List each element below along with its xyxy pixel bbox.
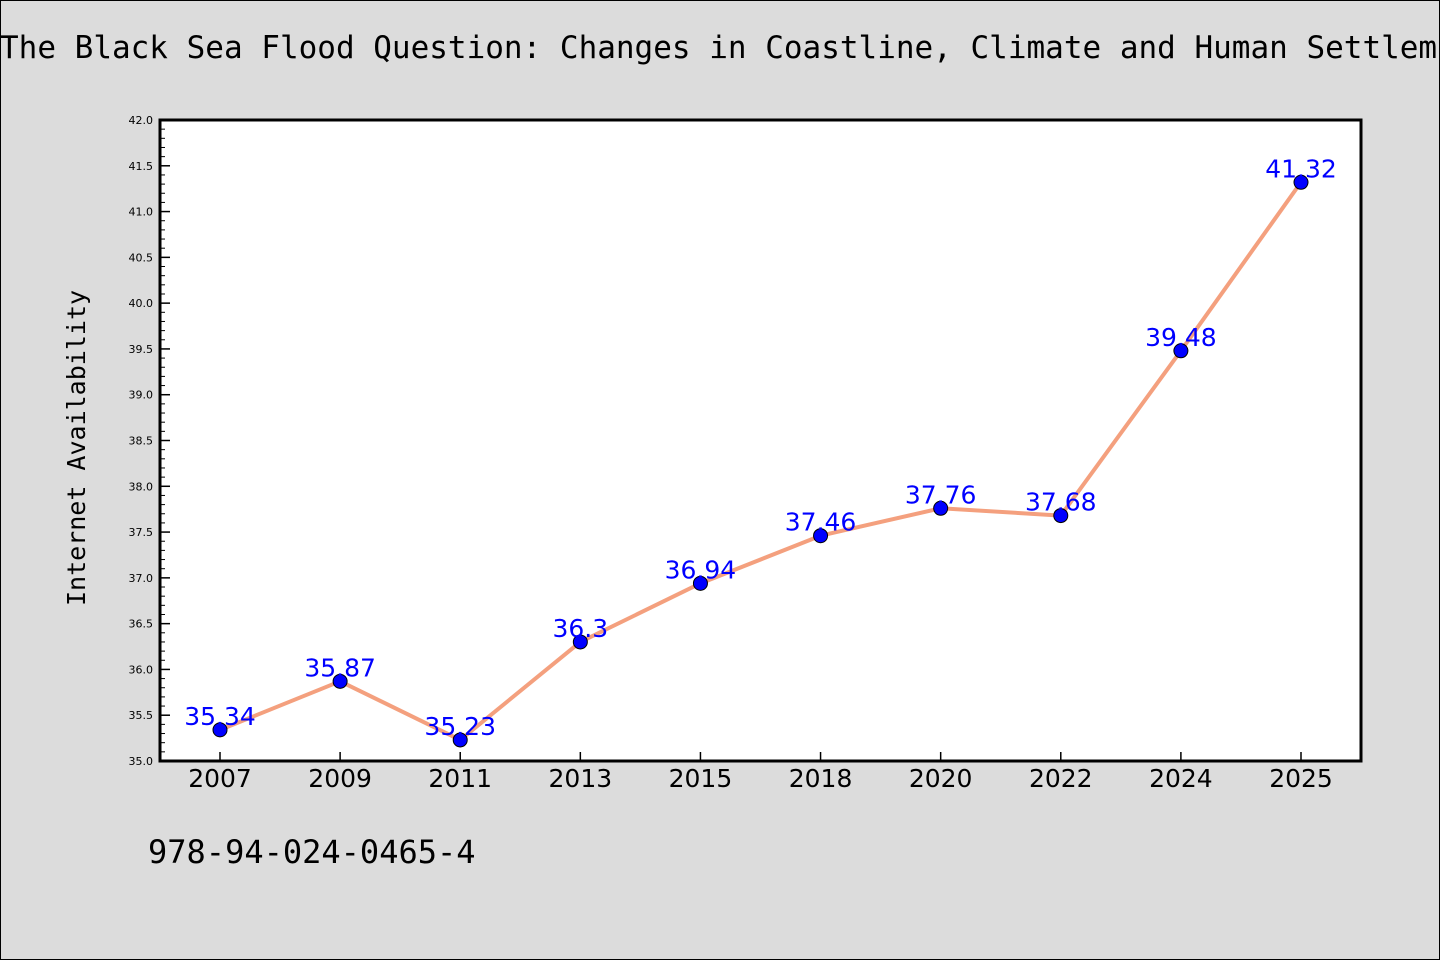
data-point [1173, 343, 1189, 359]
y-tick-label: 42.0 [129, 114, 154, 127]
data-label: 37.76 [905, 480, 977, 509]
y-tick-label: 35.5 [129, 709, 154, 722]
data-point [1293, 174, 1309, 190]
series-line [218, 180, 1303, 742]
data-label: 36.94 [665, 555, 737, 584]
data-label: 35.34 [184, 702, 256, 731]
y-tick-label: 39.5 [129, 343, 154, 356]
series-markers [212, 174, 1309, 748]
x-tick-label: 2011 [428, 764, 492, 793]
data-point [813, 528, 829, 544]
x-tick-label: 2020 [909, 764, 973, 793]
footer-code: 978-94-024-0465-4 [148, 833, 476, 871]
x-tick-label: 2018 [789, 764, 853, 793]
data-label: 35.87 [304, 653, 376, 682]
y-tick-label: 35.0 [129, 755, 154, 768]
y-tick-label: 36.5 [129, 618, 154, 631]
x-axis-ticks: 2007 2009 2011 2013 2015 2018 2020 2022 2024 2025 [188, 752, 1333, 793]
x-tick-label: 2009 [308, 764, 372, 793]
data-point [692, 575, 708, 591]
data-label: 36.3 [552, 614, 608, 643]
x-tick-label: 2007 [188, 764, 252, 793]
y-tick-label: 40.5 [129, 251, 154, 264]
x-tick-label: 2015 [669, 764, 733, 793]
plot-area [160, 120, 1361, 761]
y-axis-ticks: 35.0 35.5 36.0 36.5 37.0 37.5 38.0 38.5 39.0 39.5… [129, 114, 170, 768]
x-tick-label: 2013 [549, 764, 613, 793]
x-tick-label: 2024 [1149, 764, 1213, 793]
data-label: 37.46 [785, 508, 857, 537]
data-point [212, 722, 228, 738]
data-label: 35.23 [424, 712, 496, 741]
y-tick-label: 38.0 [129, 480, 154, 493]
chart-title: The Black Sea Flood Question: Changes in… [0, 30, 1440, 66]
plot-frame [158, 118, 1363, 763]
data-point [332, 673, 348, 689]
y-tick-label: 38.5 [129, 435, 154, 448]
data-point [933, 500, 949, 516]
y-tick-label: 37.0 [129, 572, 154, 585]
x-tick-label: 2022 [1029, 764, 1093, 793]
data-labels: 35.34 35.87 35.23 36.3 36.94 37.46 37.76 37.68 3… [184, 154, 1337, 741]
data-label: 37.68 [1025, 488, 1097, 517]
y-tick-label: 41.5 [129, 160, 154, 173]
y-axis-label: Internet Availability [62, 290, 91, 606]
y-tick-label: 37.5 [129, 526, 154, 539]
y-tick-label: 36.0 [129, 663, 154, 676]
data-point [572, 634, 588, 650]
y-tick-label: 41.0 [129, 206, 154, 219]
data-label: 41.32 [1265, 154, 1337, 183]
data-point [1053, 508, 1069, 524]
y-tick-label: 39.0 [129, 389, 154, 402]
y-tick-label: 40.0 [129, 297, 154, 310]
data-label: 39.48 [1145, 323, 1217, 352]
data-point [452, 732, 468, 748]
x-tick-label: 2025 [1269, 764, 1333, 793]
